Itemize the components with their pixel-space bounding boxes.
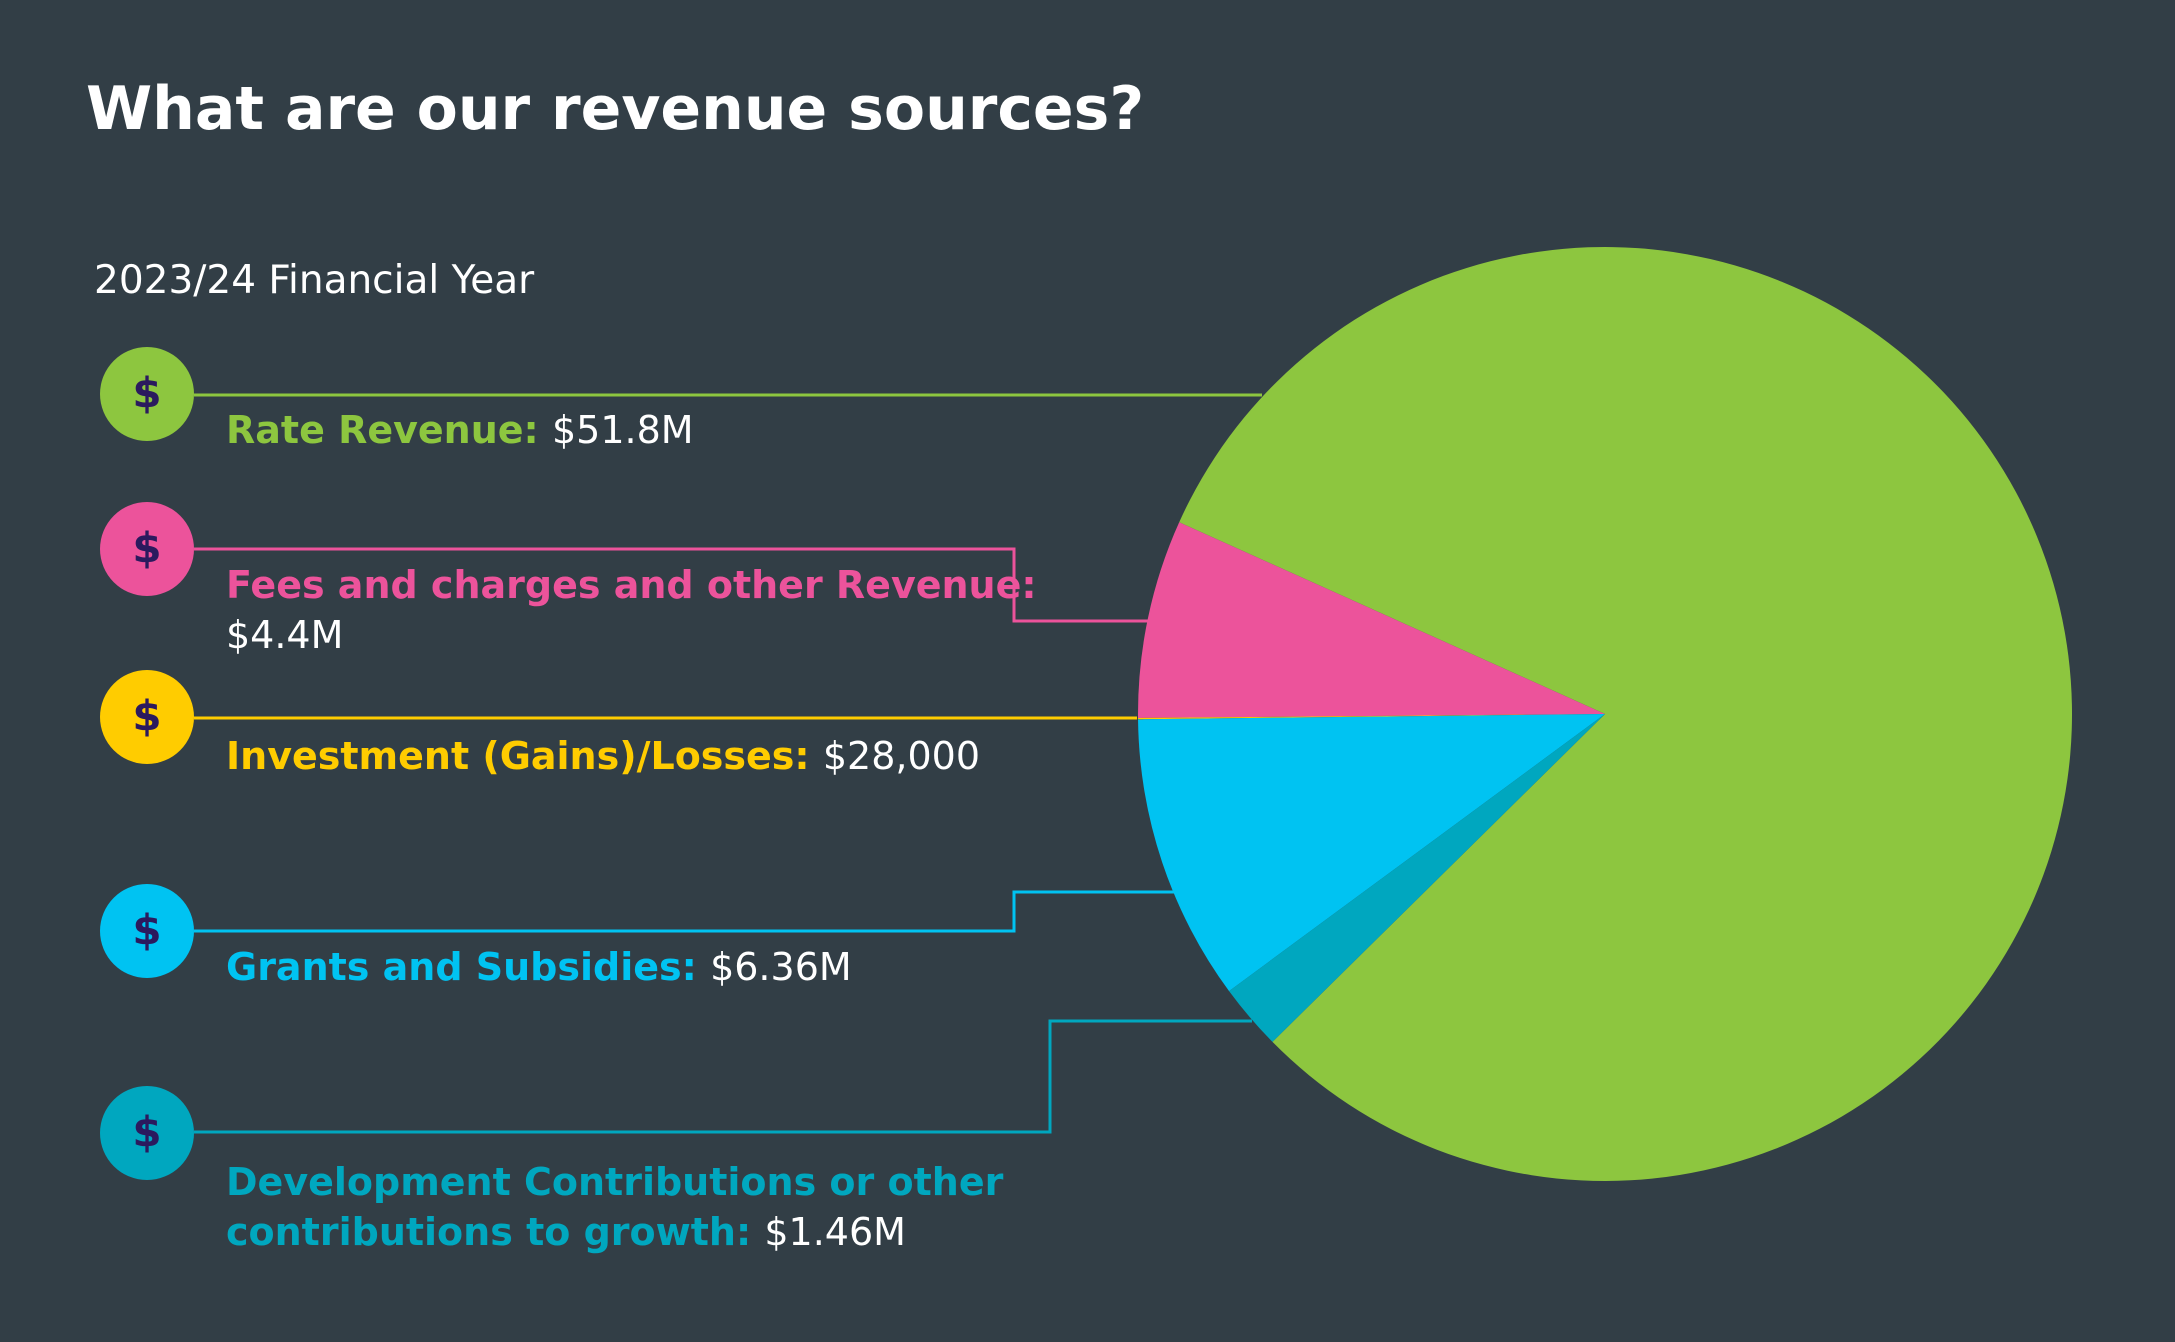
legend-icon — [100, 1086, 194, 1180]
pie-slice — [1179, 247, 2072, 1181]
legend-entry: Rate Revenue: $51.8M — [226, 405, 1226, 455]
data-label: $6.36M — [710, 945, 852, 989]
legend-icon — [100, 347, 194, 441]
leader-line — [194, 547, 1148, 623]
pie-slice — [1229, 714, 1605, 1042]
legend-label: Investment (Gains)/Losses: — [226, 734, 810, 778]
leader-line — [194, 1019, 1252, 1134]
legend-entry: Investment (Gains)/Losses: $28,000 — [226, 731, 1226, 781]
data-label: $4.4M — [226, 613, 344, 657]
legend-icon-label: $ — [132, 906, 161, 955]
data-label: $51.8M — [551, 408, 694, 452]
legend-icon-label: $ — [132, 369, 161, 418]
legend-icon — [100, 502, 194, 596]
legend-entry: Grants and Subsidies: $6.36M — [226, 942, 1226, 992]
legend-label: Development Contributions or other contr… — [226, 1160, 1004, 1254]
legend-label: Grants and Subsidies: — [226, 945, 697, 989]
legend-label: Rate Revenue: — [226, 408, 539, 452]
chart-subtitle: 2023/24 Financial Year — [94, 258, 535, 303]
legend-icon — [100, 670, 194, 764]
chart-title: What are our revenue sources? — [86, 74, 1145, 144]
legend-entry: Fees and charges and other Revenue: $4.4… — [226, 560, 1226, 660]
leader-line — [194, 890, 1176, 933]
pie-slice — [1138, 714, 1605, 720]
legend-icon-label: $ — [132, 1108, 161, 1157]
pie-slice — [1138, 714, 1605, 992]
legend-icon-label: $ — [132, 524, 161, 573]
legend-label: Fees and charges and other Revenue: — [226, 563, 1037, 607]
legend-icon — [100, 884, 194, 978]
legend-entry: Development Contributions or other contr… — [226, 1157, 1056, 1257]
data-label: $1.46M — [764, 1210, 906, 1254]
pie-slice — [1138, 522, 1605, 718]
legend-icon-label: $ — [132, 692, 161, 741]
data-label: $28,000 — [822, 734, 980, 778]
